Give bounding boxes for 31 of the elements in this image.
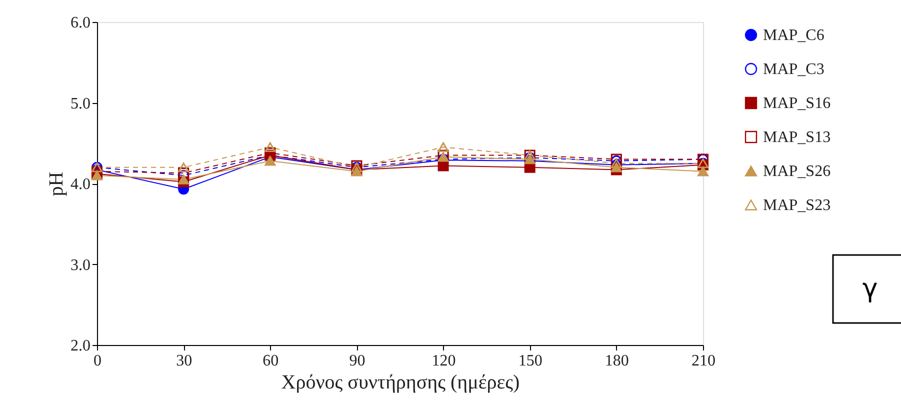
legend-label: MAP_S26: [763, 163, 831, 180]
legend-label: MAP_S16: [763, 95, 831, 112]
point: [178, 162, 190, 172]
x-tick-label: 150: [518, 352, 542, 370]
x-tick-label: 90: [349, 352, 366, 370]
y-tick-label: 6.0: [70, 14, 90, 32]
text: γ: [862, 274, 878, 304]
legend-label: MAP_S13: [763, 129, 831, 146]
legend-label: MAP_C6: [763, 27, 824, 44]
y-axis-title: pH: [46, 172, 68, 196]
point: [178, 168, 190, 178]
point: [264, 142, 276, 152]
x-tick-label: 30: [176, 352, 192, 370]
x-tick-label: 180: [604, 352, 629, 370]
x-tick-label: 120: [432, 352, 456, 370]
point: [178, 174, 190, 184]
point: [264, 156, 276, 166]
legend-label: MAP_S23: [763, 197, 831, 214]
point: [698, 166, 708, 176]
x-tick-label: 0: [94, 352, 102, 370]
x-tick-label: 210: [692, 352, 716, 370]
y-tick-label: 4.0: [70, 176, 90, 193]
x-tick-label: 60: [262, 352, 279, 370]
point: [438, 142, 449, 152]
point: [264, 147, 276, 158]
point: [92, 170, 102, 180]
y-tick-label: 2.0: [70, 338, 90, 354]
legend-label: MAP_C3: [763, 61, 824, 78]
y-tick-label: 5.0: [70, 95, 90, 112]
y-tick-label: 3.0: [70, 256, 90, 274]
x-axis-title: Χρόνος συντήρησης (ημέρες): [281, 372, 520, 394]
